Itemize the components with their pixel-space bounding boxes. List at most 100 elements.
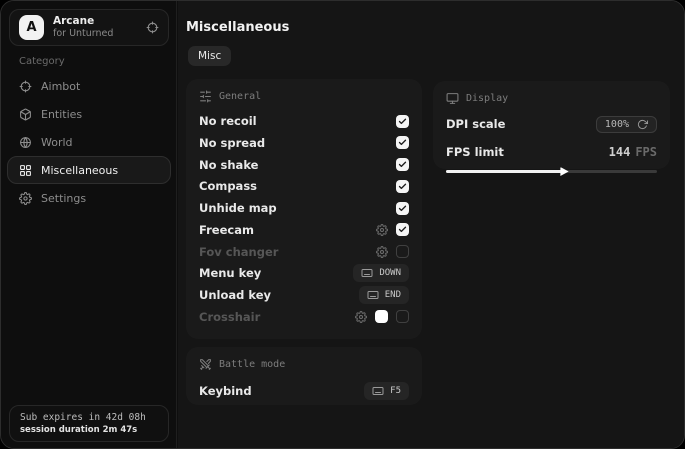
row-no-shake: No shake (199, 157, 409, 173)
refresh-icon (637, 119, 648, 130)
category-label: Category (19, 56, 65, 67)
page-title: Miscellaneous (186, 20, 290, 35)
crosshair-settings-gear-icon[interactable] (355, 310, 367, 323)
display-panel: Display DPI scale 100% FPS limit 144 FPS (433, 81, 670, 176)
dpi-scale-label: DPI scale (446, 117, 506, 131)
row-label: Compass (199, 179, 258, 194)
sidebar-item-label: Settings (41, 191, 87, 205)
row-label: No shake (199, 157, 259, 172)
row-label: No spread (199, 135, 266, 150)
general-panel: General No recoil No spread No shake (186, 79, 422, 339)
brand-subtitle: for Unturned (53, 28, 114, 40)
sidebar-item-entities[interactable]: Entities (7, 100, 171, 128)
battle-mode-panel: Battle mode Keybind F5 (186, 347, 422, 405)
sidebar-nav: Aimbot Entities World Miscellaneous (7, 72, 171, 212)
sidebar-item-miscellaneous[interactable]: Miscellaneous (7, 156, 171, 184)
target-icon[interactable] (146, 21, 159, 34)
row-unhide-map: Unhide map (199, 200, 409, 216)
sidebar-item-world[interactable]: World (7, 128, 171, 156)
fps-slider-fill (446, 170, 565, 173)
row-label: Keybind (199, 384, 252, 398)
general-panel-header: General (199, 90, 409, 103)
sidebar-item-label: World (41, 135, 73, 149)
sidebar-item-settings[interactable]: Settings (7, 184, 171, 212)
crosshair-checkbox[interactable] (396, 310, 409, 324)
unhide-map-checkbox[interactable] (396, 201, 409, 215)
unload-key-value: END (384, 290, 401, 301)
no-spread-checkbox[interactable] (396, 136, 409, 150)
tab-misc[interactable]: Misc (188, 46, 232, 66)
row-menu-key: Menu key DOWN (199, 264, 409, 283)
row-no-recoil: No recoil (199, 113, 409, 129)
globe-icon (19, 136, 32, 149)
unload-key-keybind-button[interactable]: END (358, 286, 409, 305)
row-keybind: Keybind F5 (199, 382, 409, 400)
menu-key-value: DOWN (379, 268, 401, 279)
fps-limit-label: FPS limit (446, 145, 504, 159)
fov-changer-settings-gear-icon[interactable] (376, 245, 388, 258)
fps-limit-value: 144 FPS (609, 145, 657, 159)
dpi-scale-button[interactable]: 100% (595, 115, 657, 133)
row-label: Menu key (199, 266, 262, 281)
no-recoil-checkbox[interactable] (396, 114, 409, 128)
row-no-spread: No spread (199, 135, 409, 151)
dpi-scale-value: 100% (604, 118, 629, 130)
keyboard-icon (361, 267, 373, 279)
fps-number: 144 (608, 145, 631, 159)
row-compass: Compass (199, 178, 409, 194)
gear-icon (19, 191, 32, 205)
sliders-icon (199, 90, 212, 103)
row-freecam: Freecam (199, 222, 409, 238)
crosshair-icon (19, 80, 32, 93)
display-panel-title: Display (466, 93, 509, 104)
box-icon (19, 108, 32, 121)
brand-name: Arcane (53, 15, 95, 27)
session-duration: session duration 2m 47s (20, 425, 138, 435)
row-label: Unload key (199, 288, 271, 303)
freecam-checkbox[interactable] (396, 223, 409, 237)
no-shake-checkbox[interactable] (396, 158, 409, 172)
crosshair-color-swatch[interactable] (375, 310, 388, 324)
display-panel-header: Display (446, 92, 657, 105)
row-label: Unhide map (199, 201, 277, 216)
general-rows: No recoil No spread No shake Compass (199, 113, 409, 325)
grid-icon (19, 164, 32, 177)
subscription-card: Sub expires in 42d 08h session duration … (9, 405, 169, 442)
brand-text: Arcane for Unturned (53, 15, 113, 40)
row-fps-limit: FPS limit 144 FPS (446, 143, 657, 161)
freecam-settings-gear-icon[interactable] (376, 223, 388, 236)
fps-unit: FPS (635, 145, 657, 159)
row-dpi-scale: DPI scale 100% (446, 115, 657, 133)
battle-panel-title: Battle mode (219, 359, 286, 370)
fps-slider-thumb[interactable] (560, 167, 569, 176)
row-crosshair: Crosshair (199, 309, 409, 325)
subscription-expiry: Sub expires in 42d 08h (20, 412, 146, 423)
battle-keybind-value: F5 (390, 386, 401, 396)
brand-avatar: A (19, 15, 44, 40)
row-label: Freecam (199, 222, 254, 237)
swords-icon (199, 358, 212, 371)
fov-changer-checkbox[interactable] (396, 245, 409, 259)
row-label: Crosshair (199, 309, 261, 324)
sidebar-item-label: Miscellaneous (41, 163, 119, 177)
battle-panel-header: Battle mode (199, 358, 409, 371)
general-panel-title: General (219, 91, 262, 102)
row-unload-key: Unload key END (199, 286, 409, 305)
sidebar-item-label: Entities (41, 107, 83, 121)
keyboard-icon (367, 289, 379, 301)
menu-key-keybind-button[interactable]: DOWN (353, 264, 409, 283)
monitor-icon (446, 92, 459, 105)
row-fov-changer: Fov changer (199, 244, 409, 260)
sidebar-item-label: Aimbot (41, 79, 81, 93)
brand-card: A Arcane for Unturned (9, 9, 169, 46)
row-label: Fov changer (199, 244, 279, 259)
row-label: No recoil (199, 114, 257, 128)
sidebar: A Arcane for Unturned Category Aimbot En… (1, 1, 177, 448)
battle-keybind-button[interactable]: F5 (364, 382, 409, 400)
keyboard-icon (372, 385, 384, 397)
fps-limit-slider[interactable] (446, 167, 657, 176)
main-content: Miscellaneous Misc General No recoil No … (178, 1, 684, 448)
sidebar-item-aimbot[interactable]: Aimbot (7, 72, 171, 100)
compass-checkbox[interactable] (396, 179, 409, 193)
